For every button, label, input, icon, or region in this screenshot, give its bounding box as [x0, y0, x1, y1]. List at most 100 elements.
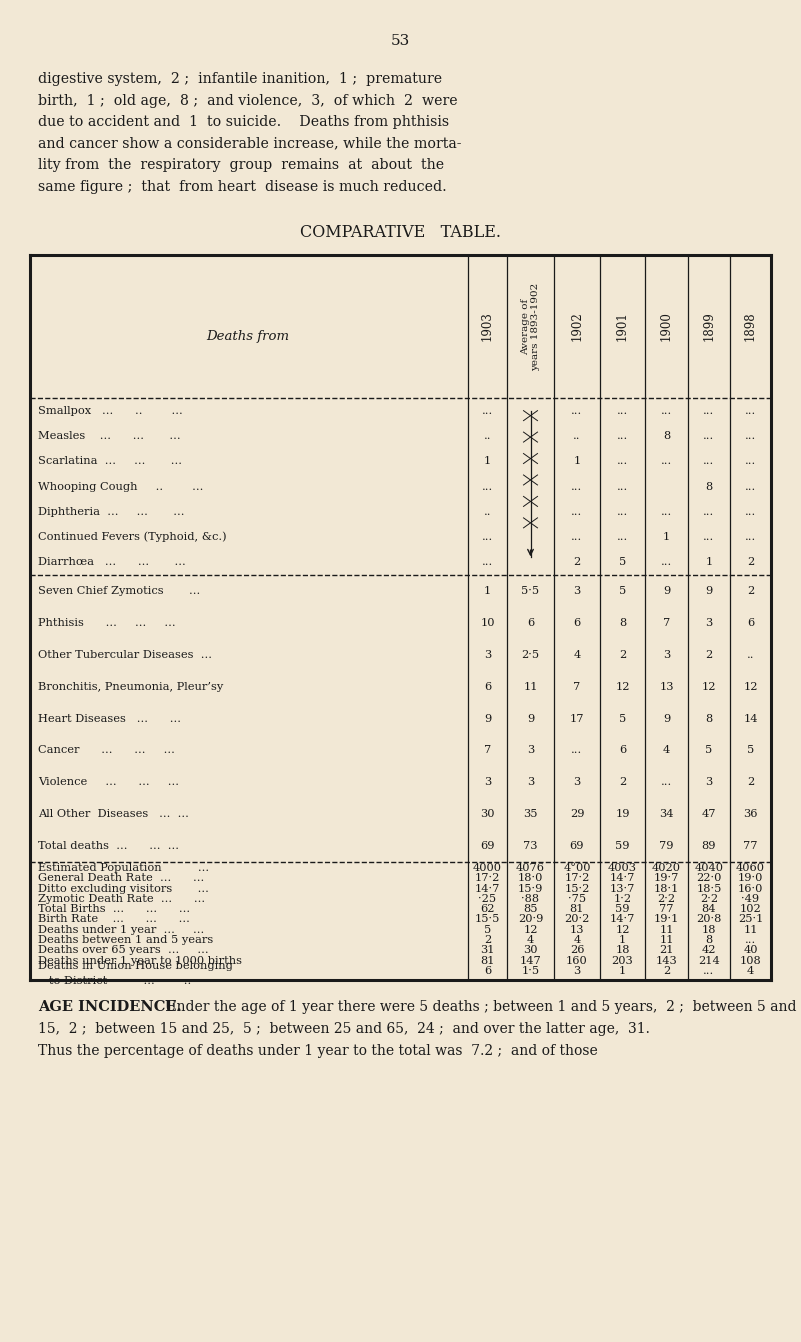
Text: 3: 3 [706, 777, 713, 788]
Text: 15·2: 15·2 [565, 883, 590, 894]
Text: 4: 4 [527, 935, 534, 945]
Text: 4003: 4003 [608, 863, 637, 874]
Text: 2: 2 [484, 935, 491, 945]
Text: 2·5: 2·5 [521, 650, 540, 660]
Text: Ditto excluding visitors       ...: Ditto excluding visitors ... [38, 883, 209, 894]
Text: Other Tubercular Diseases  ...: Other Tubercular Diseases ... [38, 650, 212, 660]
Text: 8: 8 [619, 617, 626, 628]
Text: 4000: 4000 [473, 863, 502, 874]
Text: Deaths between 1 and 5 years: Deaths between 1 and 5 years [38, 935, 213, 945]
Text: ...: ... [661, 405, 672, 416]
Text: 19·1: 19·1 [654, 914, 679, 925]
Text: Total deaths  ...      ...  ...: Total deaths ... ... ... [38, 841, 179, 851]
Text: 21: 21 [659, 945, 674, 956]
Text: 5: 5 [747, 745, 754, 756]
Text: 20·8: 20·8 [696, 914, 722, 925]
Text: ...: ... [661, 456, 672, 466]
Text: 1: 1 [574, 456, 581, 466]
Text: ...: ... [703, 431, 714, 442]
Text: ·25: ·25 [478, 894, 497, 905]
Text: Thus the percentage of deaths under 1 year to the total was  7.2 ;  and of those: Thus the percentage of deaths under 1 ye… [38, 1044, 598, 1057]
Text: 2·2: 2·2 [658, 894, 675, 905]
Text: 6: 6 [484, 966, 491, 976]
Text: Deaths in Union House belonging: Deaths in Union House belonging [38, 961, 233, 970]
Text: 10: 10 [481, 617, 495, 628]
Text: 9: 9 [663, 714, 670, 723]
Text: 5: 5 [619, 557, 626, 568]
Text: ...: ... [617, 431, 628, 442]
Text: and cancer show a considerable increase, while the morta-: and cancer show a considerable increase,… [38, 137, 461, 150]
Text: Deaths over 65 years  ...     ...: Deaths over 65 years ... ... [38, 945, 208, 956]
Text: same figure ;  that  from heart  disease is much reduced.: same figure ; that from heart disease is… [38, 180, 447, 193]
Text: 5: 5 [706, 745, 713, 756]
Text: 12: 12 [615, 925, 630, 935]
Text: 4°00: 4°00 [563, 863, 591, 874]
Text: 2: 2 [663, 966, 670, 976]
Text: 2: 2 [706, 650, 713, 660]
Text: Seven Chief Zymotics       ...: Seven Chief Zymotics ... [38, 586, 200, 596]
Text: Cancer      ...      ...     ...: Cancer ... ... ... [38, 745, 175, 756]
Text: ...: ... [571, 482, 582, 491]
Text: ...: ... [571, 745, 582, 756]
Text: 35: 35 [523, 809, 537, 819]
Text: 8: 8 [706, 714, 713, 723]
Text: 6: 6 [527, 617, 534, 628]
Text: 17·2: 17·2 [565, 874, 590, 883]
Text: 53: 53 [390, 34, 409, 48]
Text: lity from  the  respiratory  group  remains  at  about  the: lity from the respiratory group remains … [38, 158, 444, 172]
Text: 69: 69 [570, 841, 584, 851]
Text: ..: .. [747, 650, 755, 660]
Text: 19: 19 [615, 809, 630, 819]
Text: ...: ... [745, 507, 756, 517]
Text: ...: ... [617, 531, 628, 542]
Text: All Other  Diseases   ...  ...: All Other Diseases ... ... [38, 809, 189, 819]
Text: 7: 7 [484, 745, 491, 756]
Text: ...: ... [745, 935, 756, 945]
Text: 77: 77 [743, 841, 758, 851]
Text: Measles    ...      ...       ...: Measles ... ... ... [38, 431, 180, 442]
Text: Deaths under 1 year to 1000 births: Deaths under 1 year to 1000 births [38, 956, 242, 965]
Text: 1: 1 [706, 557, 713, 568]
Text: 17: 17 [570, 714, 584, 723]
Text: ·88: ·88 [521, 894, 540, 905]
Text: Deaths under 1 year  ...     ...: Deaths under 1 year ... ... [38, 925, 204, 935]
Text: 14·7: 14·7 [610, 874, 635, 883]
Text: 1: 1 [619, 966, 626, 976]
Text: ...: ... [617, 405, 628, 416]
Text: Average of
years 1893-1902: Average of years 1893-1902 [521, 282, 540, 370]
Text: 7: 7 [574, 682, 581, 691]
Text: 25·1: 25·1 [738, 914, 763, 925]
Text: 18: 18 [702, 925, 716, 935]
Text: ...: ... [482, 405, 493, 416]
Text: 1: 1 [484, 586, 491, 596]
Text: 31: 31 [481, 945, 495, 956]
Text: General Death Rate  ...      ...: General Death Rate ... ... [38, 874, 204, 883]
Text: 4020: 4020 [652, 863, 681, 874]
Text: 79: 79 [659, 841, 674, 851]
Text: 26: 26 [570, 945, 584, 956]
Text: 20·9: 20·9 [517, 914, 543, 925]
Text: 1898: 1898 [744, 311, 757, 341]
Text: 203: 203 [612, 956, 634, 965]
Text: Scarlatina  ...     ...       ...: Scarlatina ... ... ... [38, 456, 182, 466]
Text: 16·0: 16·0 [738, 883, 763, 894]
Text: 1901: 1901 [616, 311, 629, 341]
Text: Diphtheria  ...     ...       ...: Diphtheria ... ... ... [38, 507, 184, 517]
Text: 2: 2 [747, 557, 754, 568]
Text: 17·2: 17·2 [475, 874, 500, 883]
Text: 15,  2 ;  between 15 and 25,  5 ;  between 25 and 65,  24 ;  and over the latter: 15, 2 ; between 15 and 25, 5 ; between 2… [38, 1023, 650, 1036]
Text: 18·0: 18·0 [517, 874, 543, 883]
Text: ...: ... [703, 405, 714, 416]
Text: 85: 85 [523, 905, 537, 914]
Text: 9: 9 [527, 714, 534, 723]
Text: Phthisis      ...     ...     ...: Phthisis ... ... ... [38, 617, 175, 628]
Text: 12: 12 [702, 682, 716, 691]
Text: Violence     ...      ...     ...: Violence ... ... ... [38, 777, 179, 788]
Text: 11: 11 [659, 925, 674, 935]
Text: 8: 8 [706, 482, 713, 491]
Text: 5·5: 5·5 [521, 586, 540, 596]
Text: 89: 89 [702, 841, 716, 851]
Text: ...: ... [617, 507, 628, 517]
Text: 59: 59 [615, 905, 630, 914]
Text: ...: ... [661, 777, 672, 788]
